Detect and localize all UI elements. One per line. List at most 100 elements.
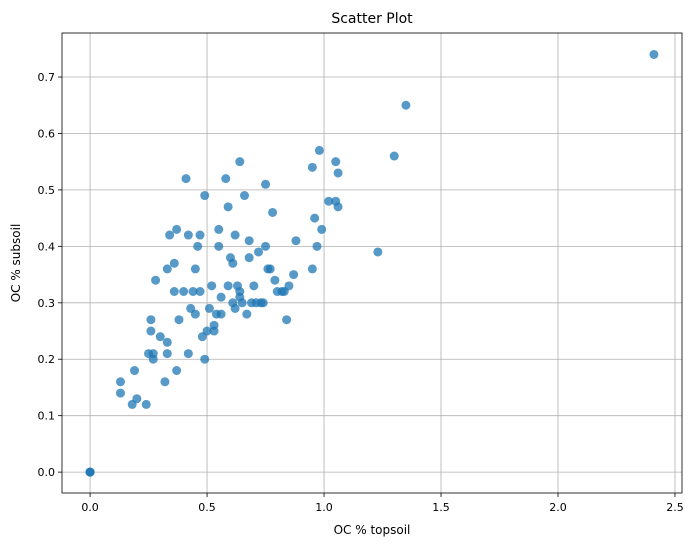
x-tick-label: 0.0: [81, 501, 99, 514]
grid-layer: [62, 33, 682, 493]
x-tick-label: 0.5: [198, 501, 216, 514]
data-point: [162, 264, 172, 274]
data-point: [151, 275, 161, 285]
y-tick-label: 0.6: [38, 127, 56, 140]
data-point: [181, 174, 191, 184]
data-point: [244, 253, 254, 263]
x-axis-label: OC % topsoil: [334, 523, 411, 537]
data-point: [169, 258, 179, 268]
data-point: [289, 270, 299, 280]
data-point: [249, 281, 259, 291]
data-point: [239, 191, 249, 201]
y-tick-label: 0.2: [38, 353, 56, 366]
data-point: [261, 241, 271, 251]
data-point: [389, 151, 399, 161]
data-point: [265, 264, 275, 274]
data-point: [162, 337, 172, 347]
data-point: [165, 230, 175, 240]
data-point: [282, 315, 292, 325]
y-tick-label: 0.1: [38, 410, 56, 423]
data-point: [179, 287, 189, 297]
data-point: [193, 241, 203, 251]
data-point: [132, 394, 142, 404]
data-point: [244, 236, 254, 246]
data-point: [237, 298, 247, 308]
data-point: [85, 467, 95, 477]
data-point: [221, 174, 231, 184]
data-point: [312, 241, 322, 251]
data-point: [148, 354, 158, 364]
data-point: [141, 399, 151, 409]
data-point: [169, 287, 179, 297]
data-point: [172, 224, 182, 234]
point-layer: [85, 49, 659, 477]
x-tick-label: 1.5: [432, 501, 450, 514]
data-point: [307, 162, 317, 172]
data-point: [333, 168, 343, 178]
data-point: [174, 315, 184, 325]
x-tick-label: 2.5: [666, 501, 684, 514]
data-point: [202, 326, 212, 336]
data-point: [146, 315, 156, 325]
axes-frame: [61, 32, 683, 494]
data-point: [270, 275, 280, 285]
chart-title: Scatter Plot: [331, 11, 413, 27]
tick-layer: 0.0 0.5 1.0 1.5 2.0 2.5 0.0 0.1 0.2 0.3 0.4 0.5 0.6 0…: [38, 71, 684, 514]
x-tick-label: 2.0: [549, 501, 567, 514]
data-point: [207, 281, 217, 291]
data-point: [310, 213, 320, 223]
data-point: [268, 207, 278, 217]
y-tick-label: 0.7: [38, 71, 56, 84]
y-tick-label: 0.5: [38, 184, 56, 197]
data-point: [223, 281, 233, 291]
data-point: [183, 349, 193, 359]
data-point: [291, 236, 301, 246]
data-point: [162, 349, 172, 359]
data-point: [172, 366, 182, 376]
data-point: [230, 303, 240, 313]
data-point: [228, 258, 238, 268]
data-point: [307, 264, 317, 274]
data-point: [214, 224, 224, 234]
data-point: [130, 366, 140, 376]
data-point: [401, 100, 411, 110]
data-point: [333, 202, 343, 212]
data-point: [254, 247, 264, 257]
data-point: [242, 309, 252, 319]
data-point: [331, 157, 341, 167]
data-point: [115, 377, 125, 387]
data-point: [146, 326, 156, 336]
y-tick-label: 0.0: [38, 466, 56, 479]
data-point: [284, 281, 294, 291]
data-point: [324, 196, 334, 206]
data-point: [190, 309, 200, 319]
data-point: [223, 202, 233, 212]
data-point: [200, 354, 210, 364]
data-point: [373, 247, 383, 257]
data-point: [209, 326, 219, 336]
y-tick-label: 0.4: [38, 240, 56, 253]
data-point: [235, 157, 245, 167]
data-point: [204, 303, 214, 313]
data-point: [317, 224, 327, 234]
data-point: [190, 264, 200, 274]
y-axis-label: OC % subsoil: [9, 224, 23, 303]
data-point: [115, 388, 125, 398]
data-point: [188, 287, 198, 297]
data-point: [195, 287, 205, 297]
data-point: [195, 230, 205, 240]
y-tick-label: 0.3: [38, 297, 56, 310]
data-point: [261, 179, 271, 189]
x-tick-label: 1.0: [315, 501, 333, 514]
data-point: [155, 332, 165, 342]
data-point: [200, 191, 210, 201]
data-point: [216, 309, 226, 319]
data-point: [649, 49, 659, 59]
data-point: [230, 230, 240, 240]
data-point: [160, 377, 170, 387]
data-point: [216, 292, 226, 302]
data-point: [183, 230, 193, 240]
